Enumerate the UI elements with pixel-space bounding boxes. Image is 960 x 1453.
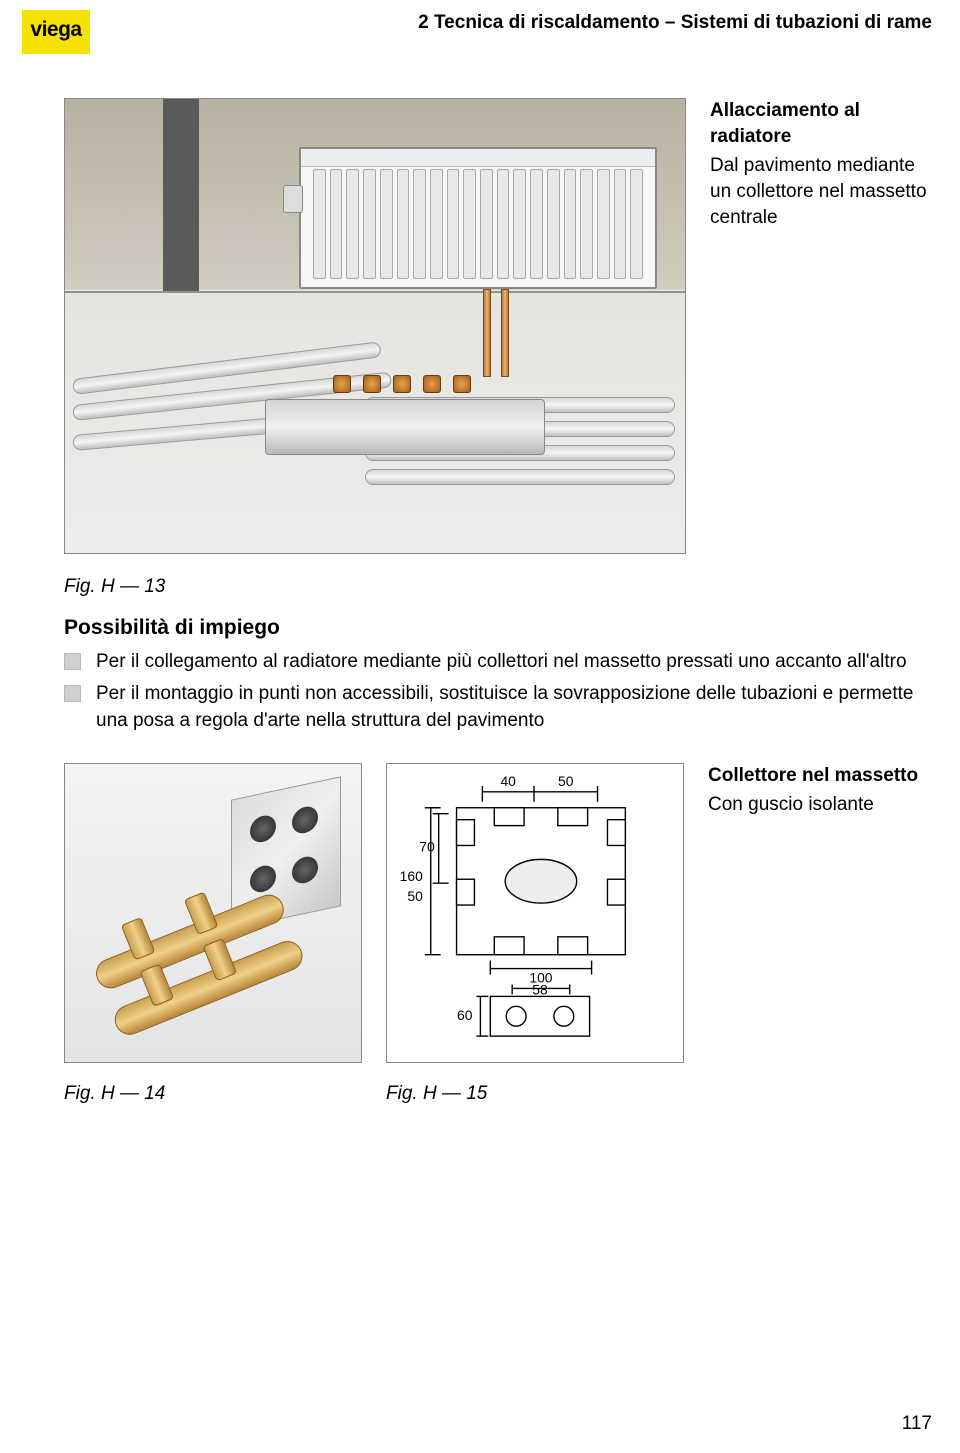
figure-h14-15-caption: Collettore nel massetto Con guscio isola… xyxy=(708,763,932,1063)
svg-text:60: 60 xyxy=(457,1007,473,1023)
figure-h14 xyxy=(64,763,362,1063)
manifold-illustration xyxy=(265,399,545,455)
svg-text:40: 40 xyxy=(500,773,516,789)
figure-h13 xyxy=(64,98,686,554)
viega-logo: viega xyxy=(22,10,90,50)
page-header: viega 2 Tecnica di riscaldamento – Siste… xyxy=(0,0,960,50)
caption1-title: Allacciamento al radiatore xyxy=(710,98,932,149)
brass-manifold-illustration xyxy=(79,877,328,1071)
header-title: 2 Tecnica di riscaldamento – Sistemi di … xyxy=(418,10,932,34)
caption1-body: Dal pavimento mediante un collettore nel… xyxy=(710,153,932,230)
svg-text:70: 70 xyxy=(419,838,435,854)
technical-drawing: 40 50 70 160 50 100 xyxy=(395,772,675,1054)
figure-row-2-labels: Fig. H — 14 Fig. H — 15 xyxy=(64,1083,932,1105)
bullet-item: Per il montaggio in punti non accessibil… xyxy=(64,680,932,735)
bullet-item: Per il collegamento al radiatore mediant… xyxy=(64,648,932,676)
svg-text:58: 58 xyxy=(532,981,548,997)
caption2-title: Collettore nel massetto xyxy=(708,763,932,789)
fig-h14-label: Fig. H — 14 xyxy=(64,1083,362,1105)
radiator-illustration xyxy=(299,147,657,289)
fig-h15-label: Fig. H — 15 xyxy=(386,1083,684,1105)
figure-row-2: 40 50 70 160 50 100 xyxy=(64,763,932,1063)
figure-h15: 40 50 70 160 50 100 xyxy=(386,763,684,1063)
page-content: Allacciamento al radiatore Dal pavimento… xyxy=(0,50,960,1105)
svg-text:50: 50 xyxy=(558,773,574,789)
figure-row-1: Allacciamento al radiatore Dal pavimento… xyxy=(64,98,932,554)
bullet-list: Per il collegamento al radiatore mediant… xyxy=(64,648,932,735)
page-number: 117 xyxy=(902,1413,932,1435)
figure-h13-caption: Allacciamento al radiatore Dal pavimento… xyxy=(710,98,932,554)
caption2-body: Con guscio isolante xyxy=(708,792,932,818)
svg-text:50: 50 xyxy=(407,888,423,904)
fig-h13-label: Fig. H — 13 xyxy=(64,576,932,598)
section-title: Possibilità di impiego xyxy=(64,616,932,640)
svg-text:160: 160 xyxy=(400,868,423,884)
